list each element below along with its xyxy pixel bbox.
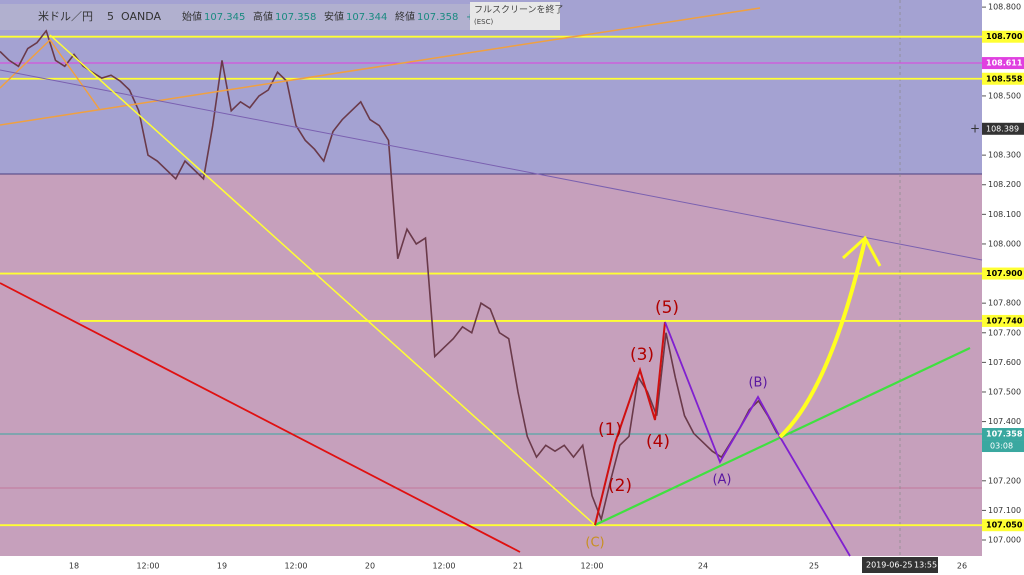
ohlc-value: 107.358 bbox=[275, 12, 316, 23]
level-label: 107.358 bbox=[986, 430, 1023, 439]
y-tick-label: 108.500 bbox=[988, 91, 1021, 100]
level-label: 107.740 bbox=[986, 316, 1023, 325]
x-tick-label: 12:00 bbox=[284, 562, 307, 571]
crosshair-box bbox=[982, 122, 1024, 135]
y-tick-label: 107.800 bbox=[988, 299, 1021, 308]
level-label: 107.900 bbox=[986, 269, 1023, 278]
cursor-time: 13:55 bbox=[914, 561, 937, 570]
level-label: 108.558 bbox=[986, 74, 1023, 83]
level-box bbox=[982, 428, 1024, 441]
y-tick-label: 107.000 bbox=[988, 536, 1021, 545]
date-box bbox=[862, 557, 938, 573]
trend-line bbox=[49, 34, 596, 526]
level-box bbox=[982, 72, 1024, 85]
y-tick-label: 108.200 bbox=[988, 180, 1021, 189]
wave-line bbox=[664, 321, 851, 557]
header-bg bbox=[0, 4, 470, 30]
level-label: 107.050 bbox=[986, 521, 1023, 530]
ohlc-value: 107.344 bbox=[346, 12, 387, 23]
y-tick-label: 107.700 bbox=[988, 328, 1021, 337]
ohlc-label: 安値 bbox=[324, 10, 344, 23]
countdown: 03:08 bbox=[990, 442, 1013, 451]
ohlc-label: 高値 bbox=[253, 10, 273, 23]
ohlc-label: 始値 bbox=[182, 10, 202, 23]
x-tick-label: 21 bbox=[513, 562, 523, 571]
trend-line bbox=[0, 69, 983, 261]
forecast-arrow bbox=[778, 239, 867, 439]
x-tick-label: 25 bbox=[809, 562, 819, 571]
x-tick-label: 20 bbox=[365, 562, 375, 571]
x-tick-label: 12:00 bbox=[580, 562, 603, 571]
wave-label: (B) bbox=[748, 376, 767, 391]
arrow-head bbox=[841, 235, 882, 267]
x-tick-label: 12:00 bbox=[432, 562, 455, 571]
cursor-date: 2019-06-25 bbox=[866, 561, 913, 570]
y-tick-label: 108.300 bbox=[988, 151, 1021, 160]
wave-line bbox=[594, 321, 666, 526]
level-box bbox=[982, 57, 1024, 70]
header: 米ドル／円 5 OANDA 始値 107.345 高値 107.358 安値 107.34… bbox=[0, 2, 564, 30]
level-box bbox=[982, 314, 1024, 327]
y-tick-label: 107.400 bbox=[988, 417, 1021, 426]
ohlc-value: 107.345 bbox=[204, 12, 245, 23]
wave-label: (2) bbox=[608, 476, 632, 496]
lower-zone bbox=[0, 174, 982, 556]
symbol: 米ドル／円 bbox=[38, 10, 93, 23]
crosshair-label: 108.389 bbox=[986, 124, 1019, 133]
ohlc-label: 終値 bbox=[395, 10, 415, 23]
y-tick-label: 107.600 bbox=[988, 358, 1021, 367]
interval: 5 bbox=[107, 10, 114, 23]
exit-fullscreen[interactable] bbox=[470, 2, 560, 30]
y-tick-label: 108.800 bbox=[988, 3, 1021, 12]
wave-label: (4) bbox=[646, 432, 670, 452]
exit-text: フルスクリーンを終了 bbox=[474, 4, 564, 16]
source: OANDA bbox=[121, 10, 161, 23]
wave-label: (A) bbox=[712, 473, 731, 488]
level-label: 108.611 bbox=[986, 59, 1023, 68]
x-tick-label: 12:00 bbox=[136, 562, 159, 571]
wave-label: (3) bbox=[630, 345, 654, 365]
y-tick-label: 107.500 bbox=[988, 387, 1021, 396]
trend-line bbox=[0, 7, 761, 126]
y-tick-label: 107.200 bbox=[988, 476, 1021, 485]
wave-label: (C) bbox=[585, 536, 604, 551]
level-box bbox=[982, 30, 1024, 43]
y-tick-label: 108.000 bbox=[988, 239, 1021, 248]
level-label: 108.700 bbox=[986, 32, 1023, 41]
x-tick-label: 26 bbox=[957, 562, 967, 571]
crosshair-plus: + bbox=[970, 121, 980, 135]
countdown-box bbox=[982, 440, 1024, 453]
trend-line bbox=[0, 38, 101, 111]
ohlc-value: 107.358 bbox=[417, 12, 458, 23]
time-axis bbox=[0, 556, 982, 575]
drawings bbox=[0, 7, 983, 557]
level-box bbox=[982, 519, 1024, 532]
exit-key: (ESC) bbox=[474, 18, 493, 26]
level-box bbox=[982, 267, 1024, 280]
x-tick-label: 18 bbox=[69, 562, 79, 571]
x-tick-label: 24 bbox=[698, 562, 708, 571]
y-tick-label: 107.100 bbox=[988, 506, 1021, 515]
x-tick-label: 19 bbox=[217, 562, 227, 571]
trend-line bbox=[0, 282, 521, 553]
y-tick-label: 108.100 bbox=[988, 210, 1021, 219]
wave-label: (1) bbox=[598, 420, 622, 440]
wave-label: (5) bbox=[655, 298, 679, 318]
price-axis bbox=[982, 0, 1024, 575]
